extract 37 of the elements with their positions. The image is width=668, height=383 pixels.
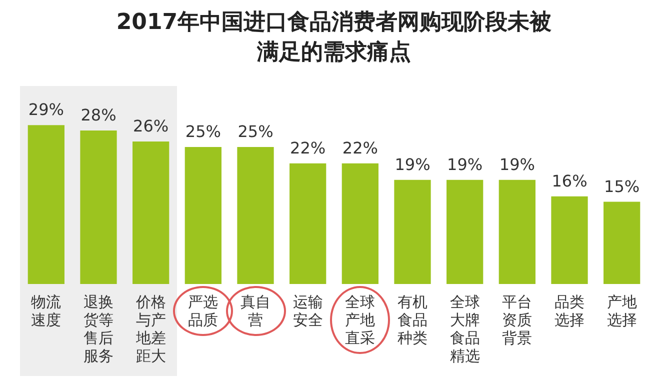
x-tick-label: 有机食品种类	[398, 292, 428, 347]
x-tick-label: 物流速度	[31, 292, 62, 329]
bar	[290, 163, 326, 284]
data-label: 28%	[80, 106, 116, 125]
bar	[184, 146, 222, 284]
x-tick-label: 严选品质	[188, 292, 218, 329]
data-label: 22%	[342, 138, 378, 158]
x-tick-label: 退换货等售后服务	[84, 292, 114, 365]
data-label: 25%	[185, 122, 221, 142]
bar	[498, 180, 536, 284]
data-label: 15%	[604, 176, 640, 196]
x-tick-label: 全球大牌食品精选	[450, 292, 480, 365]
data-label: 19%	[447, 155, 483, 174]
data-label: 29%	[28, 100, 64, 120]
bar	[28, 125, 64, 284]
x-tick-label: 价格与产地差距大	[134, 292, 166, 365]
bar	[551, 196, 588, 284]
data-label: 26%	[133, 116, 169, 136]
bar	[604, 202, 640, 284]
data-label: 19%	[394, 155, 430, 174]
x-tick-label: 全球产地直采	[345, 292, 376, 347]
data-label: 25%	[238, 122, 274, 142]
bar	[237, 146, 274, 284]
bar	[132, 142, 170, 284]
bar	[446, 180, 484, 284]
data-label: 19%	[499, 155, 535, 174]
data-label: 16%	[552, 171, 588, 190]
chart-title: 2017年中国进口食品消费者网购现阶段未被满足的需求痛点	[115, 9, 553, 67]
data-label: 22%	[290, 138, 326, 158]
x-tick-label: 真自营	[240, 292, 270, 329]
x-tick-label: 品类选择	[554, 292, 584, 329]
bar	[342, 163, 378, 284]
x-tick-label: 产地选择	[606, 292, 637, 329]
bar	[394, 180, 431, 284]
x-tick-label: 运输安全	[292, 292, 323, 329]
bar	[80, 130, 117, 284]
x-tick-label: 平台资质背景	[502, 292, 532, 347]
